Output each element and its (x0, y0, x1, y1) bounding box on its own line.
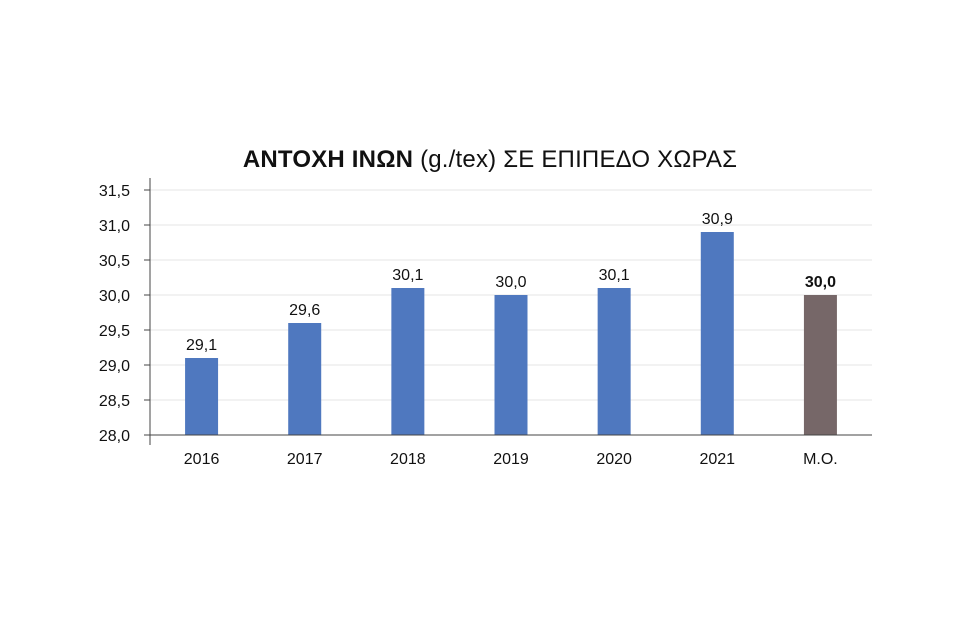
x-category-label: 2021 (699, 451, 735, 468)
bar (803, 295, 837, 435)
bar (288, 323, 322, 435)
chart-title: ΑΝΤΟΧΗ ΙΝΩΝ (g./tex) ΣΕ ΕΠΙΠΕΔΟ ΧΩΡΑΣ (0, 146, 960, 174)
x-category-label: 2019 (493, 451, 529, 468)
bars (185, 232, 837, 435)
bar (700, 232, 734, 435)
y-tick-label: 31,5 (99, 183, 130, 200)
x-category-label: 2020 (596, 451, 632, 468)
x-category-label: 2017 (287, 451, 323, 468)
y-tick-label: 28,5 (99, 393, 130, 410)
y-tick-label: 28,0 (99, 428, 130, 445)
chart-title-unit: (g./tex) ΣΕ ΕΠΙΠΕΔΟ ΧΩΡΑΣ (420, 146, 738, 173)
data-label: 30,9 (702, 211, 733, 228)
data-label: 29,1 (186, 337, 217, 354)
x-category-label: 2016 (184, 451, 220, 468)
y-tick-label: 30,5 (99, 253, 130, 270)
data-label: 30,1 (599, 267, 630, 284)
y-tick-label: 30,0 (99, 288, 130, 305)
bar (597, 288, 631, 435)
y-tick-label: 29,0 (99, 358, 130, 375)
x-category-label: 2018 (390, 451, 426, 468)
y-tick-label: 31,0 (99, 218, 130, 235)
data-label: 29,6 (289, 302, 320, 319)
data-label: 30,0 (495, 274, 526, 291)
data-label: 30,1 (392, 267, 423, 284)
axes (144, 178, 872, 445)
labels: 28,0 28,5 29,0 29,5 30,0 30,5 31,0 31,5 29,1 2016… (99, 183, 838, 468)
chart-title-main: ΑΝΤΟΧΗ ΙΝΩΝ (242, 146, 414, 173)
data-label: 30,0 (805, 274, 836, 291)
bar (185, 358, 219, 435)
y-tick-label: 29,5 (99, 323, 130, 340)
bar (391, 288, 425, 435)
x-category-label: Μ.Ο. (803, 451, 838, 468)
bar (494, 295, 528, 435)
